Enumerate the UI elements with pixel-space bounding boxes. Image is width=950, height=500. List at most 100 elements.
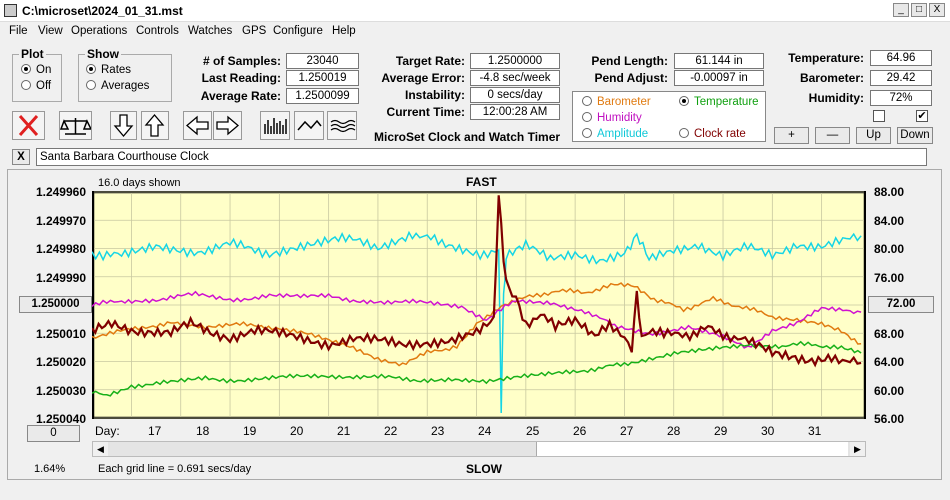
aux-humidity-label: Humidity (597, 112, 642, 124)
offset-button[interactable]: 0 (27, 425, 80, 442)
right-tick: 76.00 (874, 271, 905, 285)
scroll-right-button[interactable] (213, 111, 242, 140)
aux-humidity-radio[interactable]: Humidity (582, 112, 642, 124)
clear-description-button[interactable]: X (12, 149, 30, 165)
day-label: 23 (431, 424, 445, 438)
rate-center-button[interactable]: 1.250000 (19, 296, 92, 313)
balance-scale-icon (60, 118, 91, 135)
temperature-value: 64.96 (870, 50, 932, 66)
horizontal-scrollbar[interactable]: ◀ ▶ (92, 441, 866, 457)
window-title: C:\microset\2024_01_31.mst (22, 4, 183, 18)
aux-center-button[interactable]: 72.00 (868, 296, 934, 313)
arrow-up-icon (144, 113, 165, 137)
maximize-button[interactable]: □ (911, 3, 927, 17)
menu-view[interactable]: View (38, 25, 63, 37)
radio-dot (582, 128, 592, 138)
down-button[interactable]: Down (897, 127, 933, 144)
menu-operations[interactable]: Operations (71, 25, 128, 37)
plot-area[interactable] (92, 191, 866, 419)
left-tick: 1.250020 (35, 355, 86, 369)
current-time-label: Current Time: (386, 105, 465, 119)
wave-icon (330, 119, 356, 133)
scroll-left-arrow-icon[interactable]: ◀ (93, 442, 108, 456)
bar-view-button[interactable] (260, 111, 290, 140)
show-rates-label: Rates (101, 64, 132, 76)
balance-button[interactable] (59, 111, 92, 140)
left-tick: 1.249980 (35, 242, 86, 256)
scroll-left-button[interactable] (183, 111, 212, 140)
left-checkbox[interactable] (873, 110, 885, 122)
day-label: 17 (148, 424, 162, 438)
scrollbar-track[interactable] (536, 442, 848, 456)
plot-off-radio[interactable]: Off (21, 80, 51, 92)
aux-amplitude-label: Amplitude (597, 128, 649, 140)
day-label: 31 (808, 424, 822, 438)
menu-help[interactable]: Help (332, 25, 356, 37)
description-input[interactable]: Santa Barbara Courthouse Clock (36, 148, 927, 166)
menu-file[interactable]: File (9, 25, 28, 37)
fast-label: FAST (466, 175, 497, 189)
close-window-button[interactable]: X (929, 3, 945, 17)
show-averages-radio[interactable]: Averages (86, 80, 149, 92)
scroll-down-button[interactable] (110, 111, 137, 140)
samples-label: # of Samples: (202, 54, 281, 68)
right-tick: 80.00 (874, 242, 905, 256)
minus-button[interactable]: — (815, 127, 850, 144)
instability-value: 0 secs/day (470, 87, 560, 103)
aux-barometer-radio[interactable]: Barometer (582, 96, 651, 108)
menu-configure[interactable]: Configure (273, 25, 323, 37)
slow-label: SLOW (466, 462, 502, 476)
scroll-right-arrow-icon[interactable]: ▶ (850, 442, 865, 456)
pend-length-label: Pend Length: (591, 54, 668, 68)
radio-dot (21, 64, 31, 74)
day-label: 19 (243, 424, 257, 438)
pend-adjust-label: Pend Adjust: (594, 71, 668, 85)
right-checkbox[interactable]: ✔ (916, 110, 928, 122)
radio-dot (582, 112, 592, 122)
aux-temperature-radio[interactable]: Temperature (679, 96, 759, 108)
grid-note: Each grid line = 0.691 secs/day (98, 463, 252, 475)
scroll-up-button[interactable] (141, 111, 169, 140)
day-label: 21 (337, 424, 351, 438)
barometer-value: 29.42 (870, 70, 932, 86)
minimize-button[interactable]: _ (893, 3, 909, 17)
clear-button[interactable] (12, 111, 45, 140)
show-group-title: Show (85, 47, 121, 61)
right-tick: 84.00 (874, 214, 905, 228)
plus-button[interactable]: + (774, 127, 809, 144)
show-rates-radio[interactable]: Rates (86, 64, 131, 76)
day-label: 22 (384, 424, 398, 438)
last-reading-value: 1.250019 (286, 70, 359, 86)
day-label: 20 (290, 424, 304, 438)
title-bar: C:\microset\2024_01_31.mst _ □ X (0, 0, 950, 22)
aux-clock-rate-label: Clock rate (694, 128, 746, 140)
wave-view-button[interactable] (327, 111, 357, 140)
radio-dot (86, 64, 96, 74)
menu-watches[interactable]: Watches (188, 25, 233, 37)
bar-graph-icon (264, 118, 287, 134)
plot-on-radio[interactable]: On (21, 64, 51, 76)
day-label: 27 (620, 424, 634, 438)
plot-group-title: Plot (19, 47, 46, 61)
up-button[interactable]: Up (856, 127, 891, 144)
pend-length-value: 61.144 in (674, 53, 764, 69)
app-icon (4, 4, 17, 17)
aux-clock-rate-radio[interactable]: Clock rate (679, 128, 746, 140)
series-line (92, 282, 862, 367)
day-label: 24 (478, 424, 492, 438)
arrow-right-icon (216, 115, 240, 136)
plot-group: Plot (12, 47, 62, 102)
menu-gps[interactable]: GPS (242, 25, 267, 37)
aux-series-box (572, 91, 766, 142)
humidity-value: 72% (870, 90, 932, 106)
right-tick: 88.00 (874, 185, 905, 199)
day-label: 18 (196, 424, 210, 438)
line-view-button[interactable] (294, 111, 324, 140)
aux-amplitude-radio[interactable]: Amplitude (582, 128, 648, 140)
right-tick: 56.00 (874, 412, 905, 426)
average-error-value: -4.8 sec/week (470, 70, 560, 86)
menu-controls[interactable]: Controls (136, 25, 179, 37)
chart-panel (7, 169, 942, 480)
series-line (92, 230, 862, 414)
instability-label: Instability: (404, 88, 465, 102)
